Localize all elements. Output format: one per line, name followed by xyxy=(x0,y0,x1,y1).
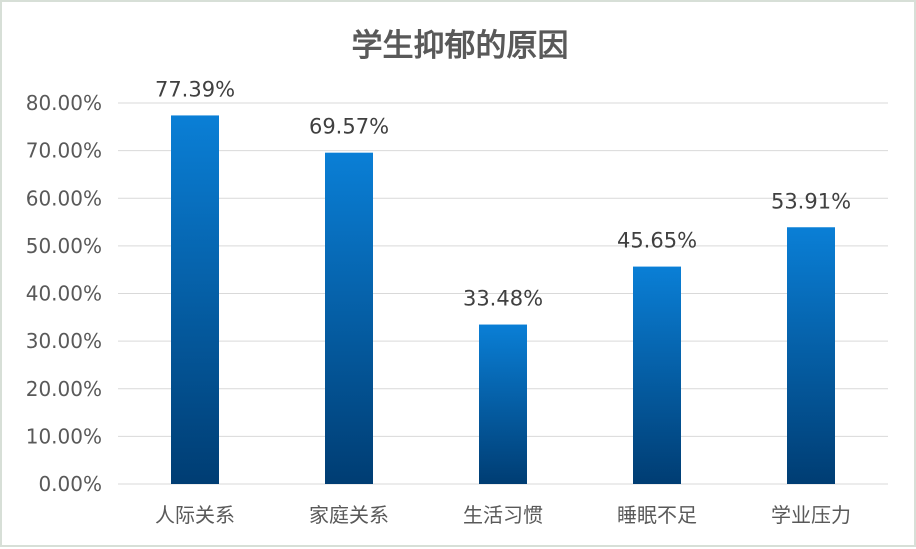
data-label: 53.91% xyxy=(771,189,851,213)
x-tick-label: 睡眠不足 xyxy=(617,503,697,527)
chart-title: 学生抑郁的原因 xyxy=(352,28,569,64)
x-axis-ticks: 人际关系 家庭关系 生活习惯 睡眠不足 学业压力 xyxy=(155,503,851,527)
y-tick-label: 50.00% xyxy=(26,234,102,258)
y-tick-label: 60.00% xyxy=(26,186,102,210)
y-axis-ticks: 0.00% 10.00% 20.00% 30.00% 40.00% 50.00% 60.00… xyxy=(26,91,102,496)
y-tick-label: 0.00% xyxy=(38,472,102,496)
bar-1 xyxy=(171,115,219,485)
x-tick-label: 家庭关系 xyxy=(309,503,389,527)
data-label: 77.39% xyxy=(155,77,235,101)
x-tick-label: 生活习惯 xyxy=(463,503,543,527)
data-labels: 77.39% 69.57% 33.48% 45.65% 53.91% xyxy=(155,77,851,310)
data-label: 45.65% xyxy=(617,229,697,253)
data-label: 69.57% xyxy=(309,115,389,139)
y-tick-label: 80.00% xyxy=(26,91,102,115)
data-label: 33.48% xyxy=(463,287,543,311)
y-tick-label: 40.00% xyxy=(26,282,102,306)
bars xyxy=(171,115,835,485)
bar-2 xyxy=(325,152,373,484)
y-tick-label: 30.00% xyxy=(26,329,102,353)
x-tick-label: 学业压力 xyxy=(771,503,851,527)
y-tick-label: 20.00% xyxy=(26,377,102,401)
y-tick-label: 70.00% xyxy=(26,139,102,163)
y-tick-label: 10.00% xyxy=(26,424,102,448)
gridlines xyxy=(118,102,888,485)
x-tick-label: 人际关系 xyxy=(155,503,235,527)
bar-4 xyxy=(633,266,681,484)
bar-5 xyxy=(787,227,835,484)
bar-3 xyxy=(479,324,527,484)
